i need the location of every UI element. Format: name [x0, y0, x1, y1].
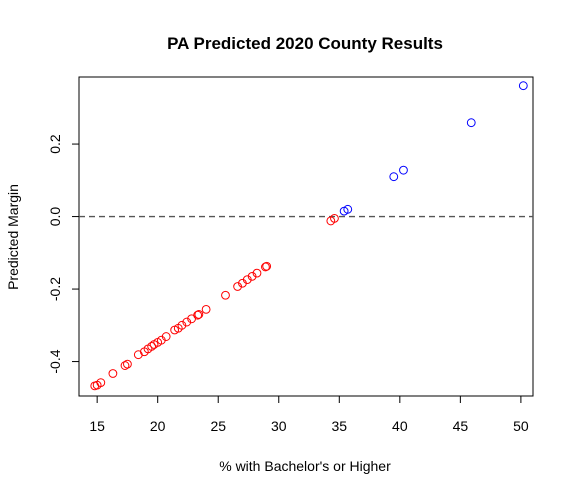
data-point [161, 332, 171, 341]
data-point [247, 271, 257, 281]
data-point [147, 341, 157, 351]
x-tick-label: 35 [332, 418, 348, 434]
y-tick-label: -0.4 [47, 349, 63, 373]
data-point [193, 310, 203, 320]
x-tick-label: 50 [513, 418, 529, 434]
data-point [343, 204, 353, 214]
x-tick-label: 25 [210, 418, 226, 434]
data-point [262, 261, 272, 271]
data-point [252, 268, 262, 278]
data-point [108, 369, 118, 378]
chart-title: PA Predicted 2020 County Results [167, 34, 443, 53]
y-tick-label: 0.0 [47, 207, 63, 227]
data-point [133, 350, 143, 360]
x-tick-label: 20 [150, 418, 166, 434]
data-point [466, 118, 476, 128]
data-point [233, 282, 242, 291]
data-points [90, 81, 528, 391]
data-point [399, 165, 408, 175]
x-tick-label: 45 [453, 418, 469, 434]
data-point [120, 361, 130, 370]
data-point [194, 310, 204, 319]
data-point [96, 378, 106, 387]
y-axis: -0.4 -0.2 0.0 0.2 [47, 134, 79, 374]
data-point [518, 81, 528, 91]
data-point [330, 213, 339, 223]
data-point [177, 320, 187, 330]
x-tick-label: 40 [392, 418, 408, 434]
x-axis: 15 20 25 30 35 40 45 50 [89, 396, 529, 434]
data-point [123, 359, 132, 369]
x-tick-label: 15 [89, 418, 105, 434]
y-axis-label: Predicted Margin [5, 184, 21, 290]
y-tick-label: -0.2 [47, 277, 63, 301]
data-point [242, 275, 252, 285]
data-point [201, 304, 211, 314]
data-point [182, 317, 192, 327]
y-tick-label: 0.2 [47, 134, 63, 154]
x-tick-label: 30 [271, 418, 287, 434]
data-point [261, 262, 270, 272]
plot-frame [78, 76, 534, 397]
data-point [389, 172, 399, 182]
data-point [221, 290, 230, 300]
x-axis-label: % with Bachelor's or Higher [219, 458, 391, 474]
